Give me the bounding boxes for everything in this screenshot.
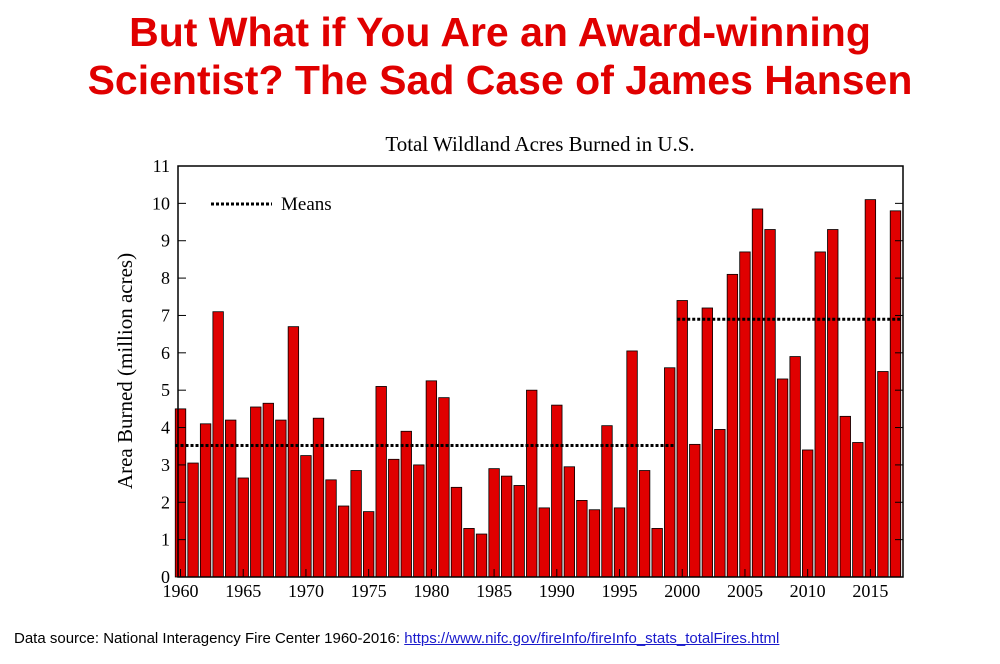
bar-2006	[751, 208, 764, 578]
bar-1993	[588, 509, 601, 578]
legend-label: Means	[281, 194, 332, 215]
y-tick-label: 2	[161, 492, 170, 512]
bar-1978	[400, 430, 412, 578]
slide-title-line2: Scientist? The Sad Case of James Hansen	[87, 57, 913, 103]
y-tick-label: 3	[161, 455, 170, 475]
bar-1960	[174, 408, 187, 578]
bar-1995	[613, 507, 626, 578]
bar-1976	[375, 386, 387, 578]
bar-1977	[388, 458, 400, 578]
bar-1980	[425, 380, 438, 578]
bar-2014	[852, 442, 864, 578]
bar-1988	[526, 389, 538, 578]
y-tick-label: 0	[161, 567, 170, 587]
bar-2011	[814, 251, 826, 578]
chart-title: Total Wildland Acres Burned in U.S.	[385, 132, 694, 156]
bar-1986	[500, 475, 513, 578]
y-tick-label: 8	[161, 268, 170, 288]
y-tick-label: 4	[161, 418, 170, 438]
bar-1969	[287, 326, 300, 578]
bar-1975	[363, 511, 375, 578]
y-tick-label: 10	[152, 193, 170, 213]
footer: Data source: National Interagency Fire C…	[14, 630, 779, 647]
bar-2001	[689, 443, 701, 578]
bar-1991	[563, 466, 575, 578]
bar-2016	[877, 371, 889, 578]
bar-2015	[864, 199, 877, 578]
bar-2005	[739, 251, 751, 578]
footer-source-text: Data source: National Interagency Fire C…	[14, 630, 401, 647]
bar-2007	[764, 229, 776, 578]
slide-title: But What if You Are an Award-winning Sci…	[0, 8, 1000, 104]
bar-1987	[513, 485, 525, 578]
bar-1990	[551, 404, 563, 578]
x-tick-label: 1990	[539, 581, 575, 601]
bar-2003	[714, 429, 726, 578]
bar-1972	[325, 479, 337, 578]
x-tick-label: 1960	[163, 581, 199, 601]
x-tick-label: 1980	[413, 581, 449, 601]
y-tick-label: 6	[161, 343, 170, 363]
bar-1968	[275, 419, 287, 578]
bar-1989	[538, 507, 550, 578]
bar-1971	[312, 417, 325, 578]
bar-1970	[300, 455, 312, 578]
bar-1996	[626, 350, 638, 578]
y-axis-label: Area Burned (million acres)	[113, 253, 137, 489]
y-tick-label: 5	[161, 380, 170, 400]
bar-1961	[187, 462, 199, 578]
bar-1983	[463, 528, 475, 578]
bar-2008	[776, 378, 789, 578]
bar-1998	[651, 528, 663, 578]
bar-2012	[827, 229, 839, 578]
bar-1965	[237, 477, 249, 578]
bar-1964	[225, 419, 237, 578]
bar-2010	[802, 449, 814, 578]
x-tick-label: 2015	[852, 581, 888, 601]
bar-1973	[337, 505, 350, 578]
x-tick-label: 1985	[476, 581, 512, 601]
y-tick-label: 11	[153, 156, 170, 176]
x-tick-label: 2005	[727, 581, 763, 601]
slide-title-line1: But What if You Are an Award-winning	[129, 9, 871, 55]
bar-chart: Total Wildland Acres Burned in U.S. Area…	[113, 132, 904, 601]
bar-2002	[701, 307, 713, 578]
plot-frame	[177, 165, 904, 578]
y-tick-label: 1	[161, 530, 170, 550]
x-tick-label: 1970	[288, 581, 324, 601]
bar-1984	[475, 533, 488, 578]
bar-2000	[676, 300, 688, 578]
bar-1967	[262, 402, 274, 578]
x-tick-label: 2010	[790, 581, 826, 601]
footer-source-link[interactable]: https://www.nifc.gov/fireInfo/fireInfo_s…	[404, 630, 780, 647]
bar-2013	[839, 415, 851, 578]
x-tick-label: 1975	[351, 581, 387, 601]
bar-1999	[664, 367, 676, 578]
bar-1985	[488, 468, 500, 578]
bar-1981	[438, 397, 450, 578]
x-tick-label: 1995	[602, 581, 638, 601]
bar-1974	[350, 470, 362, 578]
y-tick-label: 9	[161, 231, 170, 251]
x-tick-label: 1965	[225, 581, 261, 601]
bar-1994	[601, 425, 613, 578]
bar-1992	[576, 500, 588, 578]
bar-2009	[789, 356, 801, 578]
bar-2017	[889, 210, 902, 578]
y-tick-label: 7	[161, 305, 170, 325]
bar-1966	[250, 406, 262, 578]
bar-1997	[638, 470, 651, 578]
bar-1982	[450, 486, 463, 578]
bar-1979	[413, 464, 425, 578]
x-tick-label: 2000	[664, 581, 700, 601]
